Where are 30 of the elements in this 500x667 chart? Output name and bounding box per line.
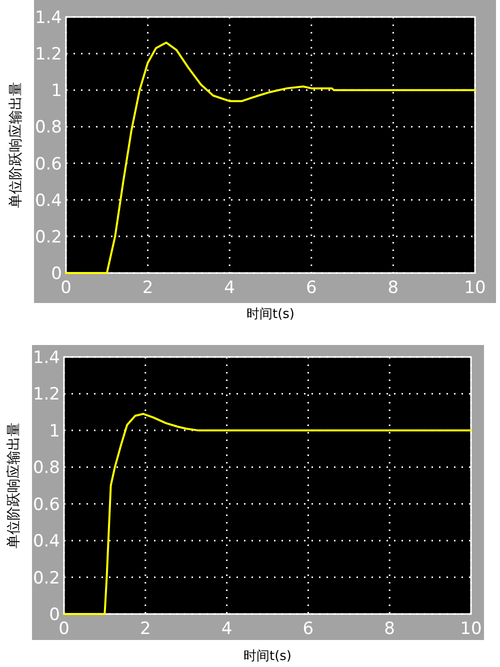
x-tick-label: 8 [388, 278, 399, 298]
y-tick-label: 1.4 [32, 348, 60, 368]
y-tick-label: 1 [49, 421, 60, 442]
x-tick-label: 4 [224, 278, 236, 298]
y-tick-label: 1.2 [32, 384, 60, 405]
y-tick-label: 0 [51, 264, 62, 284]
y-tick-label: 0.8 [34, 118, 62, 138]
x-axis-title: 时间t(s) [243, 649, 292, 664]
y-tick-label: 0.4 [32, 532, 60, 552]
y-tick-label: 1.4 [34, 8, 62, 28]
x-tick-label: 2 [142, 278, 154, 298]
x-tick-label: 2 [140, 619, 151, 639]
x-tick-label: 6 [306, 278, 317, 298]
x-tick-label: 10 [464, 278, 486, 298]
y-tick-label: 1.2 [34, 44, 62, 65]
y-tick-label: 0.6 [34, 154, 62, 174]
x-tick-label: 8 [384, 619, 396, 639]
y-tick-label: 0.2 [32, 568, 60, 588]
x-tick-label: 6 [302, 619, 314, 639]
x-tick-label: 10 [460, 619, 482, 639]
y-tick-label: 0.8 [32, 458, 60, 478]
y-axis-title: 单位阶跃响应输出量 [8, 82, 24, 208]
y-tick-label: 1 [51, 81, 62, 102]
y-tick-label: 0.4 [34, 190, 62, 211]
x-axis-title: 时间t(s) [246, 307, 295, 322]
y-tick-label: 0.6 [32, 494, 60, 515]
x-tick-label: 4 [221, 619, 232, 639]
y-tick-label: 0.2 [34, 227, 62, 248]
y-tick-label: 0 [49, 605, 60, 625]
y-axis-title: 单位阶跃响应输出量 [6, 422, 22, 548]
